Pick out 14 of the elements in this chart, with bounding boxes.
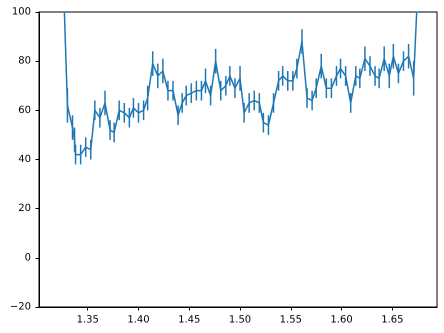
y-tick-label: 40 <box>18 154 31 165</box>
x-tick-label: 1.40 <box>127 314 150 326</box>
x-tick-label: 1.65 <box>381 314 404 326</box>
y-tick-label: 80 <box>18 56 31 67</box>
y-tick-label: 100 <box>12 6 31 18</box>
x-tick-label: 1.35 <box>76 314 99 326</box>
y-tick-label: 20 <box>18 203 31 214</box>
x-tick-label: 1.45 <box>178 314 200 326</box>
x-tick-label: 1.55 <box>280 314 302 326</box>
y-tick-label: 60 <box>18 104 31 116</box>
x-tick-label: 1.50 <box>228 314 252 326</box>
y-tick-label: 0 <box>24 252 31 264</box>
x-tick-label: 1.60 <box>330 314 353 326</box>
y-tick-label: −20 <box>10 302 31 312</box>
